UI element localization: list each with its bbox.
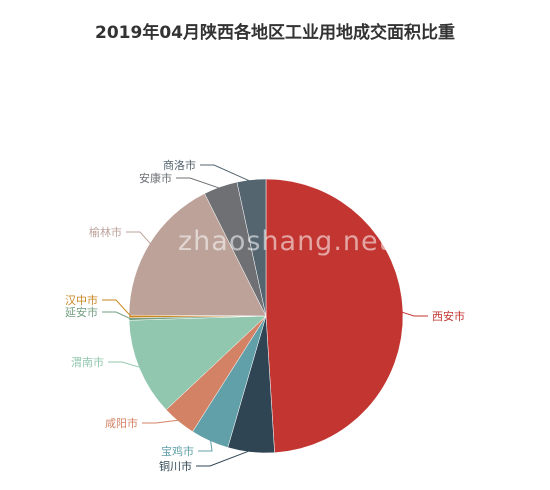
leader-line-3 <box>198 438 213 452</box>
slice-label-9: 安康市 <box>139 171 172 185</box>
leader-line-8 <box>126 231 152 246</box>
slice-label-4: 咸阳市 <box>105 416 138 430</box>
leader-line-1 <box>400 311 428 317</box>
leader-line-10 <box>200 164 252 183</box>
leader-line-9 <box>176 177 222 190</box>
pie-slice-10[interactable] <box>236 178 267 317</box>
slice-label-2: 铜川市 <box>159 459 192 473</box>
leader-line-5 <box>108 361 142 369</box>
pie-slice-8[interactable] <box>128 193 267 317</box>
slice-label-10: 商洛市 <box>163 158 196 172</box>
slice-label-7: 汉中市 <box>65 293 98 307</box>
leader-line-2 <box>196 449 252 467</box>
chart-title: 2019年04月陕西各地区工业用地成交面积比重 <box>95 23 455 43</box>
pie-slice-1[interactable] <box>265 178 404 453</box>
slice-label-3: 宝鸡市 <box>161 444 194 458</box>
leader-line-6 <box>102 311 132 320</box>
leader-line-4 <box>142 419 180 424</box>
pie-slice-5[interactable] <box>128 315 267 411</box>
leader-line-7 <box>102 299 132 317</box>
slice-label-5: 渭南市 <box>71 355 104 369</box>
slice-label-8: 榆林市 <box>89 225 122 239</box>
slice-label-6: 延安市 <box>65 305 98 319</box>
slice-label-1: 西安市 <box>432 309 465 323</box>
